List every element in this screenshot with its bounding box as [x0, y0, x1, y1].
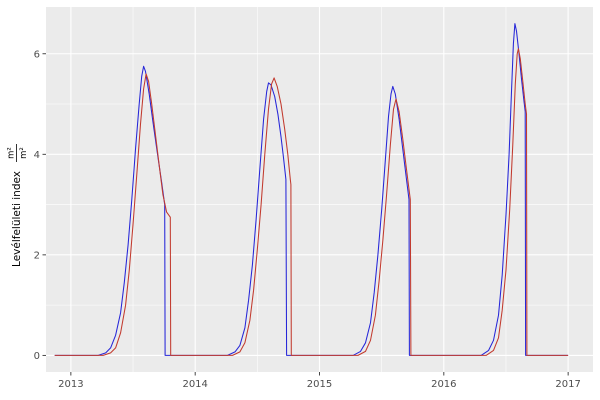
y-axis-unit-numerator: m²	[7, 147, 17, 159]
series-red	[54, 48, 569, 356]
x-tick-label: 2013	[58, 379, 83, 390]
x-tick-label: 2017	[555, 379, 580, 390]
y-tick-label: 2	[34, 250, 40, 261]
series-lines	[54, 23, 569, 356]
y-tick-label: 4	[34, 150, 40, 161]
major-gridlines	[46, 7, 593, 372]
x-tick-labels: 2013 2014 2015 2016 2017	[58, 379, 581, 390]
y-axis-title: Levélfelületi index m² m²	[7, 144, 29, 267]
y-axis-unit-denominator: m²	[19, 147, 29, 159]
series-blue	[54, 23, 569, 356]
x-tick-label: 2014	[182, 379, 207, 390]
y-tick-labels: 0 2 4 6	[34, 49, 40, 362]
y-tick-label: 0	[34, 351, 40, 362]
y-tick-label: 6	[34, 49, 40, 60]
x-tick-label: 2015	[307, 379, 332, 390]
y-axis-unit-fraction: m² m²	[7, 144, 29, 162]
axis-tick-marks	[42, 53, 569, 376]
x-tick-label: 2016	[431, 379, 456, 390]
y-axis-title-text: Levélfelületi index	[11, 171, 23, 267]
